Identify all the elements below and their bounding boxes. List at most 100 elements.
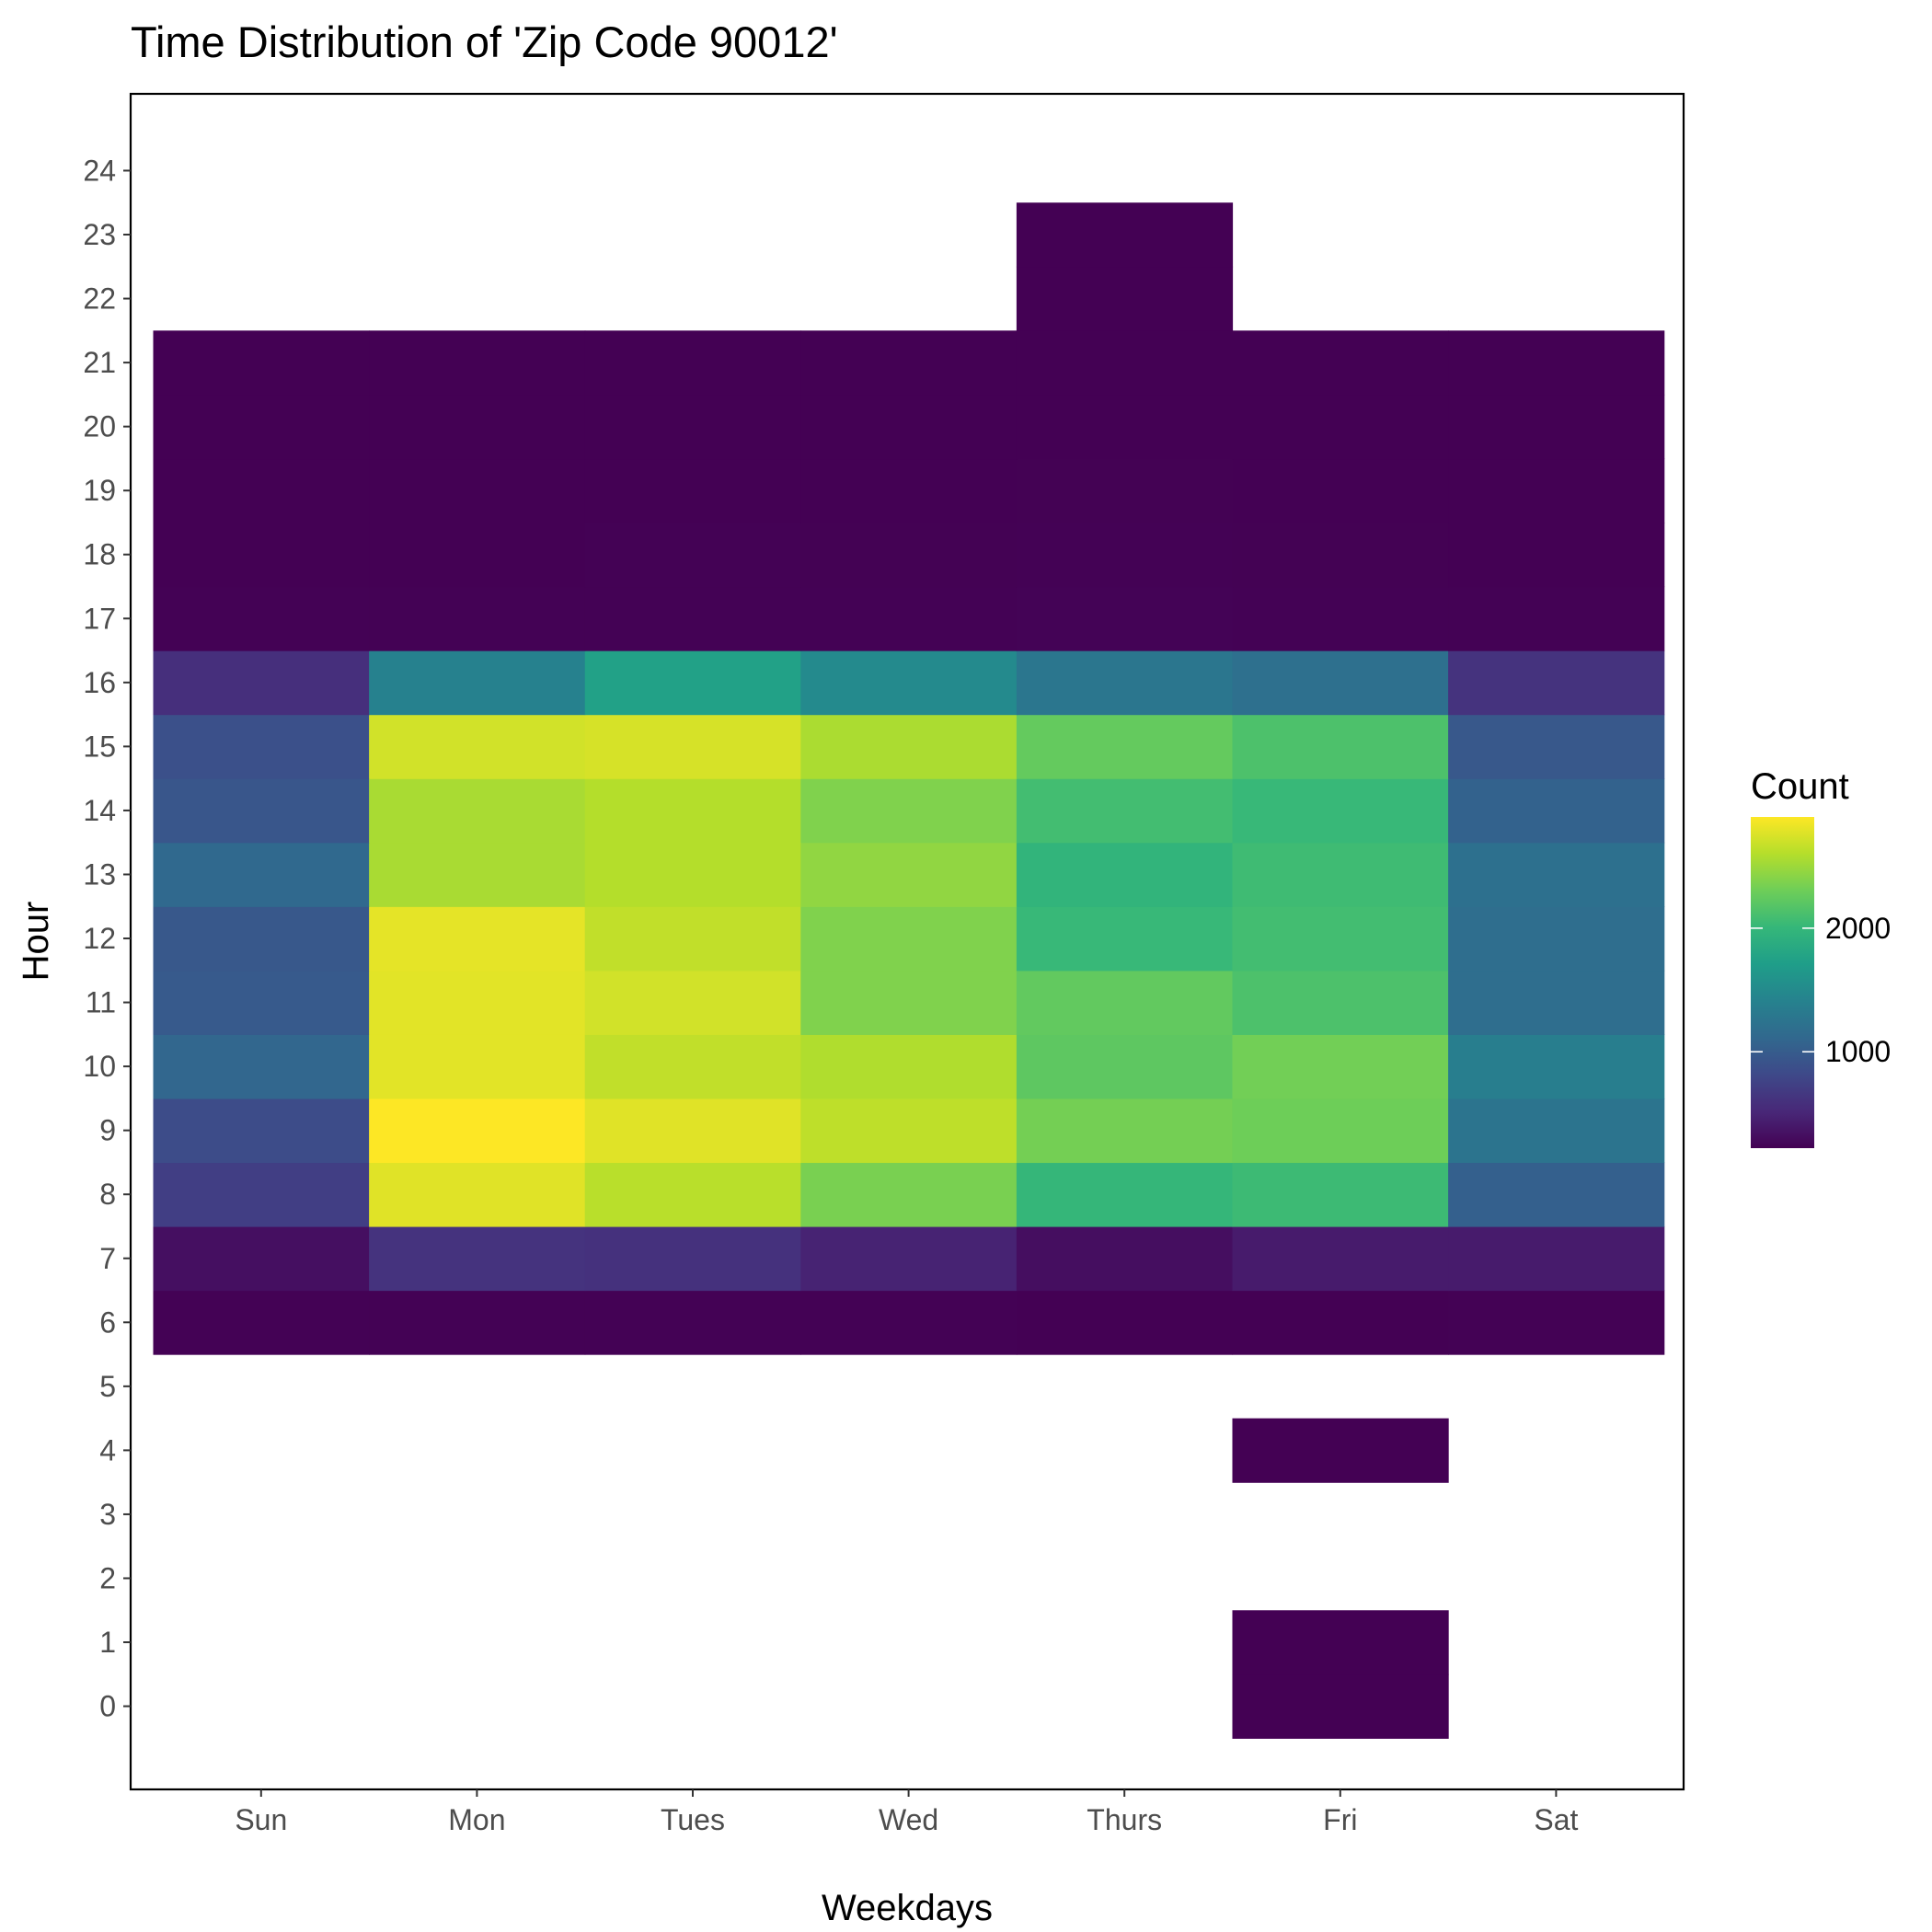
heatmap-cell-mon-15 [369,714,586,779]
heatmap-cell-sat-8 [1448,1162,1665,1227]
heatmap-cell-fri-9 [1232,1098,1449,1164]
heatmap-cell-fri-21 [1232,330,1449,396]
x-tick-label: Wed [879,1803,938,1836]
heatmap-cell-sun-17 [153,586,370,651]
heatmap-cell-sat-21 [1448,330,1665,396]
heatmap-cell-wed-19 [800,458,1018,523]
y-tick-label: 8 [99,1178,116,1211]
heatmap-cell-fri-15 [1232,714,1449,779]
heatmap-cell-fri-19 [1232,458,1449,523]
heatmap-cell-sun-14 [153,778,370,844]
x-tick-label: Sun [235,1803,287,1836]
y-tick-label: 12 [83,922,116,955]
heatmap-cell-thurs-23 [1016,202,1234,268]
heatmap-cell-mon-12 [369,906,586,972]
y-tick-label: 17 [83,602,116,635]
heatmap-cell-thurs-15 [1016,714,1234,779]
heatmap-cell-tues-20 [584,394,801,460]
heatmap-cell-fri-20 [1232,394,1449,460]
heatmap-cell-mon-20 [369,394,586,460]
heatmap-cell-mon-9 [369,1098,586,1164]
heatmap-cell-sun-20 [153,394,370,460]
heatmap-cell-wed-9 [800,1098,1018,1164]
y-tick-label: 21 [83,346,116,379]
legend-tick-label: 1000 [1825,1035,1891,1068]
heatmap-cell-thurs-21 [1016,330,1234,396]
heatmap-cell-thurs-7 [1016,1225,1234,1292]
heatmap-cell-tues-9 [584,1098,801,1164]
heatmap-cell-sun-15 [153,714,370,779]
heatmap-cell-wed-18 [800,522,1018,588]
heatmap-cell-tues-15 [584,714,801,779]
heatmap-cell-wed-7 [800,1225,1018,1292]
heatmap-cell-fri-6 [1232,1290,1449,1355]
heatmap-cell-wed-10 [800,1034,1018,1099]
heatmap-cell-tues-6 [584,1290,801,1355]
y-tick-label: 6 [99,1305,116,1339]
heatmap-cell-fri-14 [1232,778,1449,844]
heatmap-cell-thurs-6 [1016,1290,1234,1355]
y-tick-label: 0 [99,1690,116,1723]
heatmap-cell-mon-10 [369,1034,586,1099]
heatmap-cell-fri-4 [1232,1418,1449,1483]
heatmap-cell-wed-20 [800,394,1018,460]
heatmap-cell-sun-21 [153,330,370,396]
heatmap-cell-sat-19 [1448,458,1665,523]
x-axis: Sun Mon Tues Wed Thurs Fri Sat [235,1789,1579,1836]
heatmap-cell-tues-17 [584,586,801,651]
x-tick-label: Fri [1323,1803,1357,1836]
heatmap-cell-wed-11 [800,970,1018,1035]
plot-border [129,92,1685,1791]
heatmap-cell-fri-18 [1232,522,1449,588]
heatmap-cell-sat-18 [1448,522,1665,588]
heatmap-cell-thurs-19 [1016,458,1234,523]
heatmap-cell-sun-12 [153,906,370,972]
heatmap-cell-tues-10 [584,1034,801,1099]
y-tick-label: 22 [83,282,116,316]
heatmap-cell-sun-10 [153,1034,370,1099]
heatmap-cell-fri-0 [1232,1673,1449,1739]
y-tick-label: 19 [83,474,116,507]
heatmap-cell-wed-14 [800,778,1018,844]
heatmap-cell-thurs-9 [1016,1098,1234,1164]
heatmap-cell-thurs-17 [1016,586,1234,651]
heatmap-cell-thurs-8 [1016,1162,1234,1227]
y-tick-label: 10 [83,1050,116,1083]
heatmap-cell-wed-13 [800,842,1018,907]
heatmap-cell-fri-17 [1232,586,1449,651]
heatmap-cell-sun-18 [153,522,370,588]
heatmap-cell-thurs-20 [1016,394,1234,460]
y-tick-label: 9 [99,1114,116,1147]
heatmap-cell-tues-11 [584,970,801,1035]
x-tick-label: Mon [448,1803,505,1836]
heatmap-cell-sat-15 [1448,714,1665,779]
y-tick-label: 23 [83,218,116,251]
heatmap-cell-mon-11 [369,970,586,1035]
heatmap-cell-tues-18 [584,522,801,588]
heatmap-cell-sun-6 [153,1290,370,1355]
y-tick-label: 24 [83,154,116,187]
heatmap-cell-mon-6 [369,1290,586,1355]
legend-tick-label: 2000 [1825,912,1891,945]
heatmap-cell-mon-18 [369,522,586,588]
legend-title: Count [1751,766,1849,807]
heatmap-cell-wed-6 [800,1290,1018,1355]
heatmap-cell-tues-7 [584,1225,801,1292]
heatmap-cell-sat-7 [1448,1225,1665,1292]
heatmap-cell-thurs-10 [1016,1034,1234,1099]
y-axis-title: Hour [16,902,56,982]
heatmap-cell-sun-8 [153,1162,370,1227]
heatmap-cell-tues-12 [584,906,801,972]
heatmap-cell-fri-10 [1232,1034,1449,1099]
heatmap-cells [153,202,1665,1739]
y-tick-label: 13 [83,857,116,891]
heatmap-cell-sat-12 [1448,906,1665,972]
y-tick-label: 11 [86,986,116,1019]
y-tick-label: 7 [99,1242,116,1275]
heatmap-cell-wed-12 [800,906,1018,972]
heatmap-cell-fri-13 [1232,842,1449,907]
heatmap-cell-mon-16 [369,650,586,716]
heatmap-cell-fri-1 [1232,1610,1449,1675]
heatmap-cell-thurs-18 [1016,522,1234,588]
heatmap-cell-sun-13 [153,842,370,907]
